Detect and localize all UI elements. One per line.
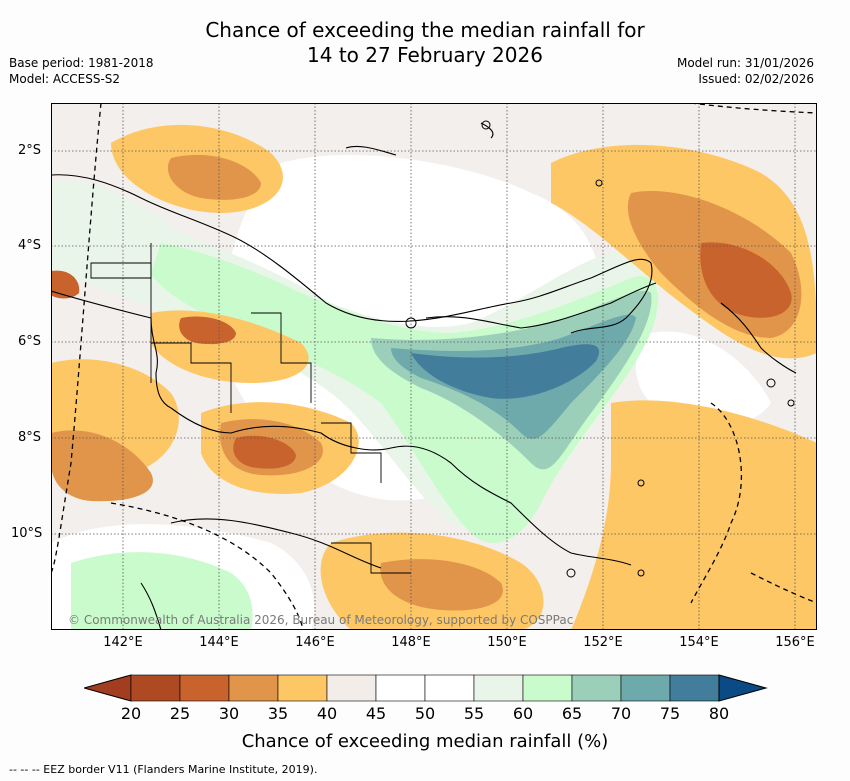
issued-date: Issued: 02/02/2026 [698,72,814,86]
cb-tick-80: 80 [708,704,730,723]
colorbar-swatch-45 [375,674,426,702]
colorbar-swatch-25 [179,674,230,702]
cb-tick-75: 75 [659,704,681,723]
lon-label-150e: 150°E [487,635,527,650]
lat-label-8s: 8°S [18,430,42,445]
cb-tick-20: 20 [120,704,142,723]
green-region-sw [71,552,253,630]
model-name: Model: ACCESS-S2 [9,72,121,86]
title-line-1: Chance of exceeding the median rainfall … [205,18,645,42]
cb-tick-70: 70 [610,704,632,723]
eez-border [51,103,817,630]
lat-label-4s: 4°S [18,238,42,253]
darkest-region-west [51,270,80,299]
lat-label-10s: 10°S [11,526,43,541]
colorbar-swatch-60 [522,674,573,702]
map-title: Chance of exceeding the median rainfall … [0,18,850,68]
borders [90,243,411,574]
cb-tick-25: 25 [169,704,191,723]
lon-label-156e: 156°E [775,635,815,650]
dark-blue-core [411,344,600,399]
probability-field [51,124,817,630]
darkest-region-belt [179,316,236,345]
colorbar-swatch-20 [130,674,181,702]
graticule [51,103,817,630]
colorbar [84,674,768,702]
cb-tick-45: 45 [365,704,387,723]
cb-tick-50: 50 [414,704,436,723]
cb-tick-60: 60 [512,704,534,723]
coastline [51,122,797,630]
green-region-main [151,243,658,543]
lon-label-154e: 154°E [679,635,719,650]
colorbar-swatch-75 [669,674,720,702]
map-frame [51,103,817,630]
colorbar-swatch-50 [424,674,475,702]
model-run: Model run: 31/01/2026 [676,56,814,70]
base-period: Base period: 1981-2018 [9,56,154,70]
colorbar-swatch-70 [620,674,671,702]
cb-tick-40: 40 [316,704,338,723]
cb-tick-65: 65 [561,704,583,723]
lon-label-148e: 148°E [391,635,431,650]
lat-label-2s: 2°S [18,143,42,158]
colorbar-extend-low [84,674,132,702]
lon-label-142e: 142°E [103,635,143,650]
colorbar-swatch-55 [473,674,524,702]
copyright-note: © Commonwealth of Australia 2026, Bureau… [68,613,574,627]
orange-region-southeast [571,400,817,630]
islands [405,120,795,578]
eez-footer-note: -- -- -- EEZ border V11 (Flanders Marine… [9,763,318,776]
rainfall-map [51,103,817,630]
colorbar-swatch-35 [277,674,328,702]
lon-label-144e: 144°E [199,635,239,650]
dark-orange-region-west [51,430,153,502]
colorbar-title: Chance of exceeding median rainfall (%) [241,731,609,752]
cb-tick-35: 35 [267,704,289,723]
colorbar-swatch-65 [571,674,622,702]
lon-label-152e: 152°E [583,635,623,650]
dark-orange-region-north [167,154,261,200]
cb-tick-30: 30 [218,704,240,723]
lat-label-6s: 6°S [18,334,42,349]
title-line-2: 14 to 27 February 2026 [307,43,543,67]
colorbar-swatch-40 [326,674,377,702]
colorbar-swatch-30 [228,674,279,702]
meta-left: Base period: 1981-2018 Model: ACCESS-S2 [9,55,154,87]
lon-label-146e: 146°E [295,635,335,650]
colorbar-extend-high [718,674,768,702]
darkest-region-south [233,435,296,469]
cb-tick-55: 55 [463,704,485,723]
meta-right: Model run: 31/01/2026 Issued: 02/02/2026 [677,55,814,87]
darkest-region-east [700,242,792,318]
